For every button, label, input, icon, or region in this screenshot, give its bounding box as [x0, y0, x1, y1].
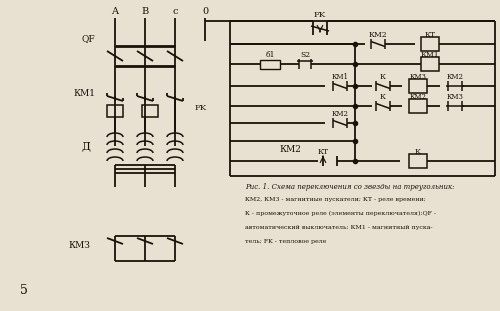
- Text: тель; FK - тепловое реле: тель; FK - тепловое реле: [245, 239, 326, 244]
- Text: 0: 0: [202, 7, 208, 16]
- Text: c: c: [172, 7, 178, 16]
- Text: Рис. 1. Схема переключения со звезды на треугольник:: Рис. 1. Схема переключения со звезды на …: [245, 183, 454, 191]
- Text: К: К: [380, 73, 386, 81]
- Text: К - промежуточное реле (элементы переключателя);QF -: К - промежуточное реле (элементы переклю…: [245, 211, 436, 216]
- Text: К: К: [415, 148, 421, 156]
- Text: A: A: [112, 7, 118, 16]
- Bar: [409, 79, 427, 93]
- Bar: [260, 59, 280, 68]
- Text: КМ2: КМ2: [332, 110, 348, 118]
- Text: б1: б1: [265, 51, 275, 59]
- Bar: [409, 154, 427, 168]
- Text: FK: FK: [195, 104, 207, 112]
- Bar: [107, 105, 123, 117]
- Bar: [409, 99, 427, 113]
- Text: FK: FK: [314, 11, 326, 19]
- Text: S2: S2: [300, 51, 310, 59]
- Bar: [142, 105, 158, 117]
- Text: КМ2: КМ2: [368, 31, 388, 39]
- Text: КМ2: КМ2: [446, 73, 464, 81]
- Text: КМ1: КМ1: [73, 89, 95, 98]
- Text: КТ: КТ: [424, 31, 436, 39]
- Text: 5: 5: [20, 285, 28, 298]
- Bar: [421, 57, 439, 71]
- Text: автоматический выключатель; КМ1 - магнитный пуска-: автоматический выключатель; КМ1 - магнит…: [245, 225, 432, 230]
- Text: Д: Д: [81, 141, 90, 151]
- Text: КМ1: КМ1: [332, 73, 348, 81]
- Text: КМ1: КМ1: [420, 51, 440, 59]
- Text: КТ: КТ: [318, 148, 329, 156]
- Text: QF: QF: [81, 35, 95, 44]
- Text: КМЗ: КМЗ: [410, 73, 426, 81]
- Text: B: B: [142, 7, 148, 16]
- Text: КМЗ: КМЗ: [68, 242, 90, 250]
- Text: КМ2: КМ2: [410, 93, 426, 101]
- Text: КМ2, КМЗ - магнитные пускатели; КТ - реле времени;: КМ2, КМЗ - магнитные пускатели; КТ - рел…: [245, 197, 426, 202]
- Text: КМ2: КМ2: [279, 145, 301, 154]
- Text: К: К: [380, 93, 386, 101]
- Text: КМЗ: КМЗ: [446, 93, 464, 101]
- Bar: [421, 37, 439, 51]
